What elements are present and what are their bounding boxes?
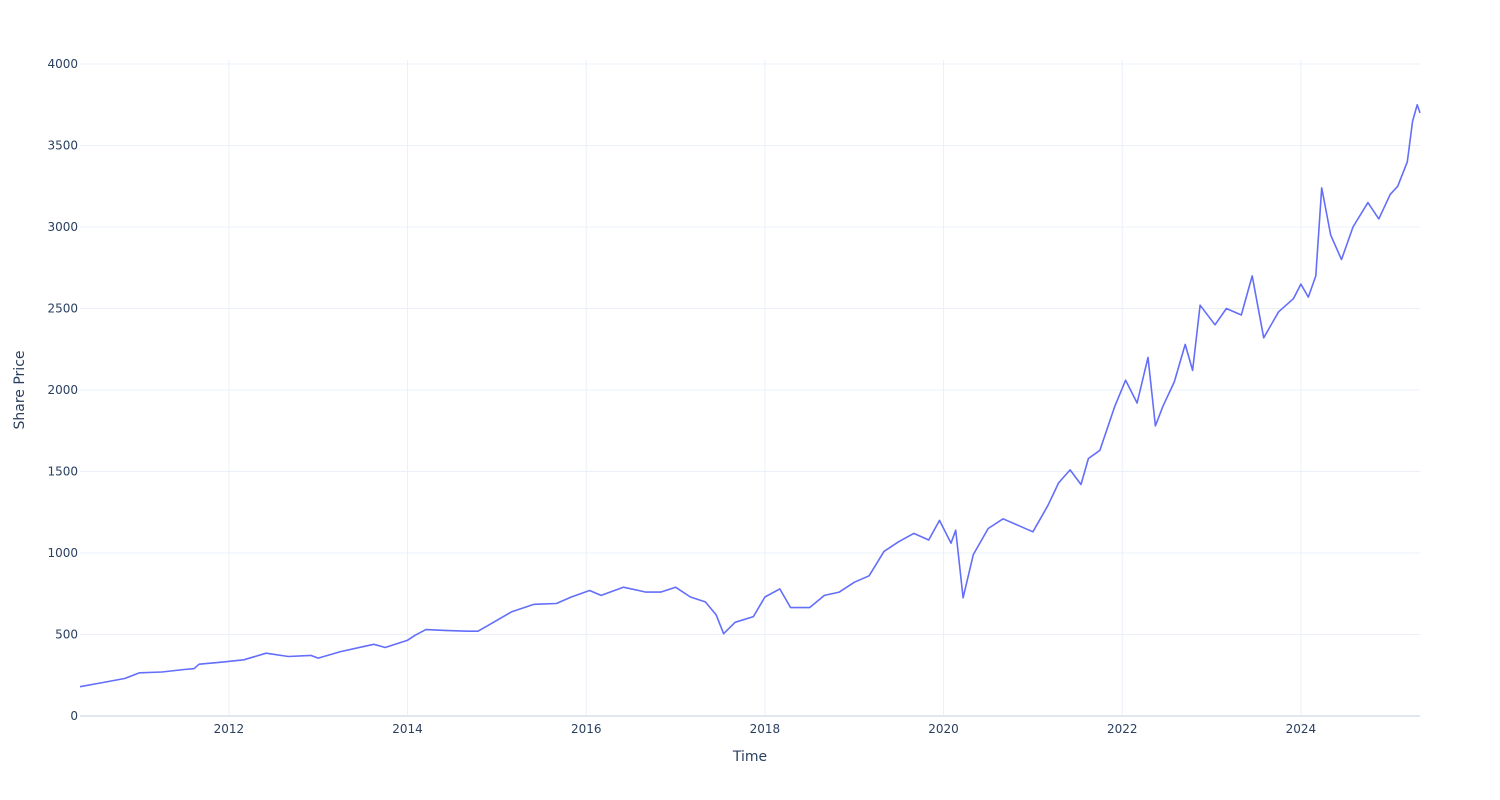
y-tick-label: 2500 xyxy=(47,302,78,316)
y-gridlines xyxy=(80,63,1420,717)
y-tick-label: 1000 xyxy=(47,546,78,560)
x-axis-ticks: 2012 2014 2016 2018 2020 2022 2024 xyxy=(214,722,1317,736)
y-tick-label: 500 xyxy=(55,628,78,642)
x-tick-label: 2024 xyxy=(1286,722,1317,736)
y-tick-label: 0 xyxy=(70,709,78,723)
y-axis-ticks: 0 500 1000 1500 2000 2500 3000 3500 4000 xyxy=(47,57,78,723)
y-axis-title: Share Price xyxy=(12,350,28,429)
y-tick-label: 3000 xyxy=(47,220,78,234)
x-tick-label: 2022 xyxy=(1107,722,1138,736)
plot-area[interactable] xyxy=(79,104,1421,688)
x-axis-title: Time xyxy=(732,749,767,765)
x-tick-label: 2014 xyxy=(392,722,423,736)
series-line[interactable] xyxy=(79,104,1421,688)
y-tick-label: 4000 xyxy=(47,57,78,71)
x-tick-label: 2012 xyxy=(214,722,245,736)
y-tick-label: 3500 xyxy=(47,139,78,153)
x-tick-label: 2020 xyxy=(928,722,959,736)
x-tick-label: 2016 xyxy=(571,722,602,736)
y-tick-label: 1500 xyxy=(47,465,78,479)
x-tick-label: 2018 xyxy=(750,722,781,736)
y-tick-label: 2000 xyxy=(47,383,78,397)
